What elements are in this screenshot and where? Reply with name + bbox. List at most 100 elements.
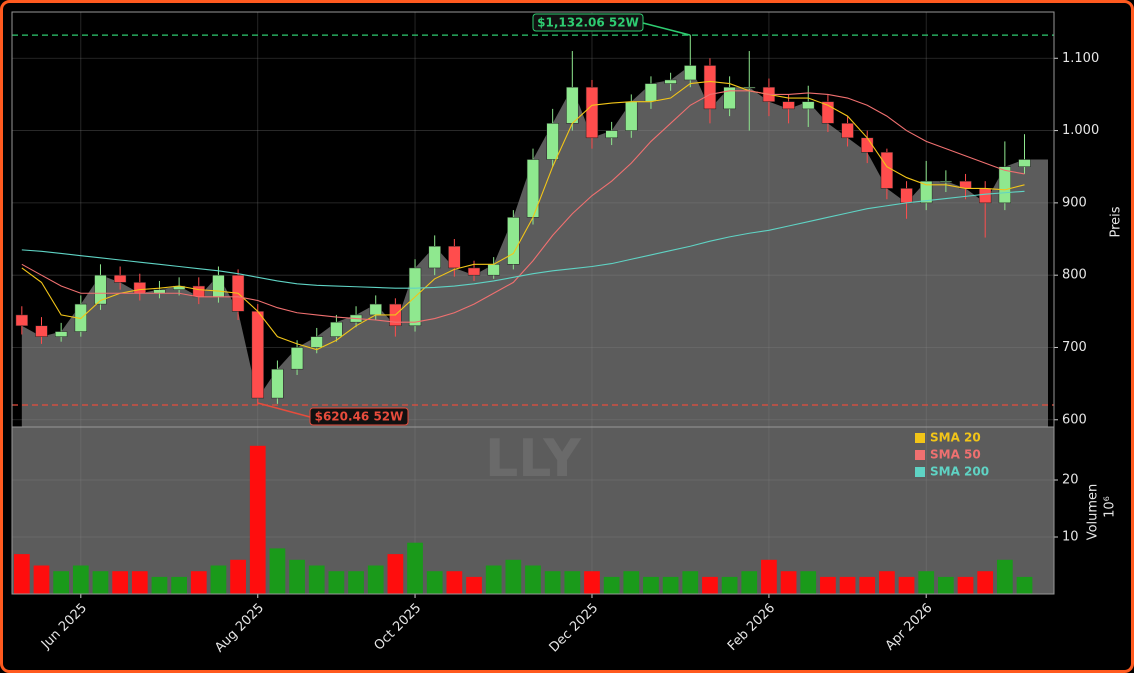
volume-axis-label: Volumen [1086,484,1101,541]
price-area [21,65,1048,427]
volume-bar [171,576,187,594]
volume-bar [210,565,227,594]
volume-bar [918,571,935,594]
volume-bar [249,445,266,594]
volume-bar [230,559,246,594]
candle-body [743,86,756,89]
candle-body [94,274,107,305]
candle-body [585,86,599,139]
candle-body [192,285,205,298]
candle-body [251,311,264,399]
sma-line [21,80,1025,351]
candle-body [979,188,992,204]
annotation-label: $1,132.06 52W [537,16,639,30]
candle-body [55,331,68,337]
legend-swatch [915,450,925,460]
volume-unit: 10⁶ [1103,496,1118,518]
annotation-label: $620.46 52W [315,410,404,424]
candle-body [998,166,1011,204]
candle-body [861,137,874,153]
y-tick-label: 900 [1062,195,1087,210]
volume-bar [387,554,404,594]
y-tick-label: 1.000 [1062,123,1099,138]
annotation-box [532,13,644,32]
candle-body [369,303,382,316]
candle-body [802,101,815,110]
volume-bar [131,571,148,594]
volume-bar [151,576,168,594]
volume-bar [996,559,1013,594]
candle-body [133,282,146,294]
candle-body [310,336,323,348]
volume-bar [564,571,581,594]
sma-line [21,90,1025,323]
volume-bar [721,576,738,594]
volume-bar [485,565,502,594]
candle-body [880,152,894,189]
legend-label: SMA 50 [930,448,981,462]
volume-bar [72,565,89,594]
volume-bar [898,576,915,594]
candle-body [212,274,225,298]
volume-bar [800,571,817,594]
volume-bar [407,542,423,594]
candle-body [605,130,618,139]
volume-bar [839,576,856,594]
annotation-arrow [257,402,311,418]
volume-bar [643,576,659,594]
candle-body [782,101,795,110]
candle-body [290,347,304,370]
volume-bar [879,571,895,594]
volume-bar [820,576,836,594]
candle-body [487,264,500,276]
y-tick-label: 800 [1062,268,1087,283]
y-tick-label: 700 [1062,340,1087,355]
volume-bar [13,554,30,594]
candle-body [664,79,677,84]
volume-bar [190,571,207,594]
candle-body [526,159,540,218]
candle-body [723,86,736,110]
volume-bar [308,565,325,594]
y-tick-label: 20 [1062,473,1079,488]
volume-bar [289,559,305,594]
annotation-box [309,407,409,426]
candle-body [939,180,953,183]
candle-body [644,83,658,102]
legend-swatch [915,467,925,477]
candle-body [625,101,638,131]
candle-body [900,188,913,204]
volume-bar [859,576,876,594]
y-tick-label: 600 [1062,412,1087,427]
candle-body [428,246,441,269]
volume-bar [53,571,70,594]
candle-body [271,368,284,399]
volume-bar [938,576,954,594]
volume-bar [269,548,286,594]
volume-bar [1016,576,1033,594]
volume-bar [603,576,620,594]
volume-bar [584,571,600,594]
volume-bar [466,576,482,594]
candle-body [841,123,854,139]
volume-bar [505,559,522,594]
volume-bar [367,565,384,594]
volume-bar [780,571,797,594]
candle-body [330,321,343,337]
volume-bar [662,576,679,594]
y-tick-label: 10 [1062,530,1079,545]
volume-bar [682,571,699,594]
volume-bar [525,565,541,594]
y-tick-label: 1.100 [1062,51,1099,66]
candle-body [35,325,48,337]
legend-label: SMA 20 [930,431,981,445]
y-axis-label: Preis [1109,206,1124,237]
volume-bar [977,571,994,594]
candle-body [507,217,520,265]
volume-bar [544,571,561,594]
sma-line [21,190,1025,289]
candle-body [467,267,481,276]
volume-bar [112,571,128,594]
volume-bar [702,576,718,594]
